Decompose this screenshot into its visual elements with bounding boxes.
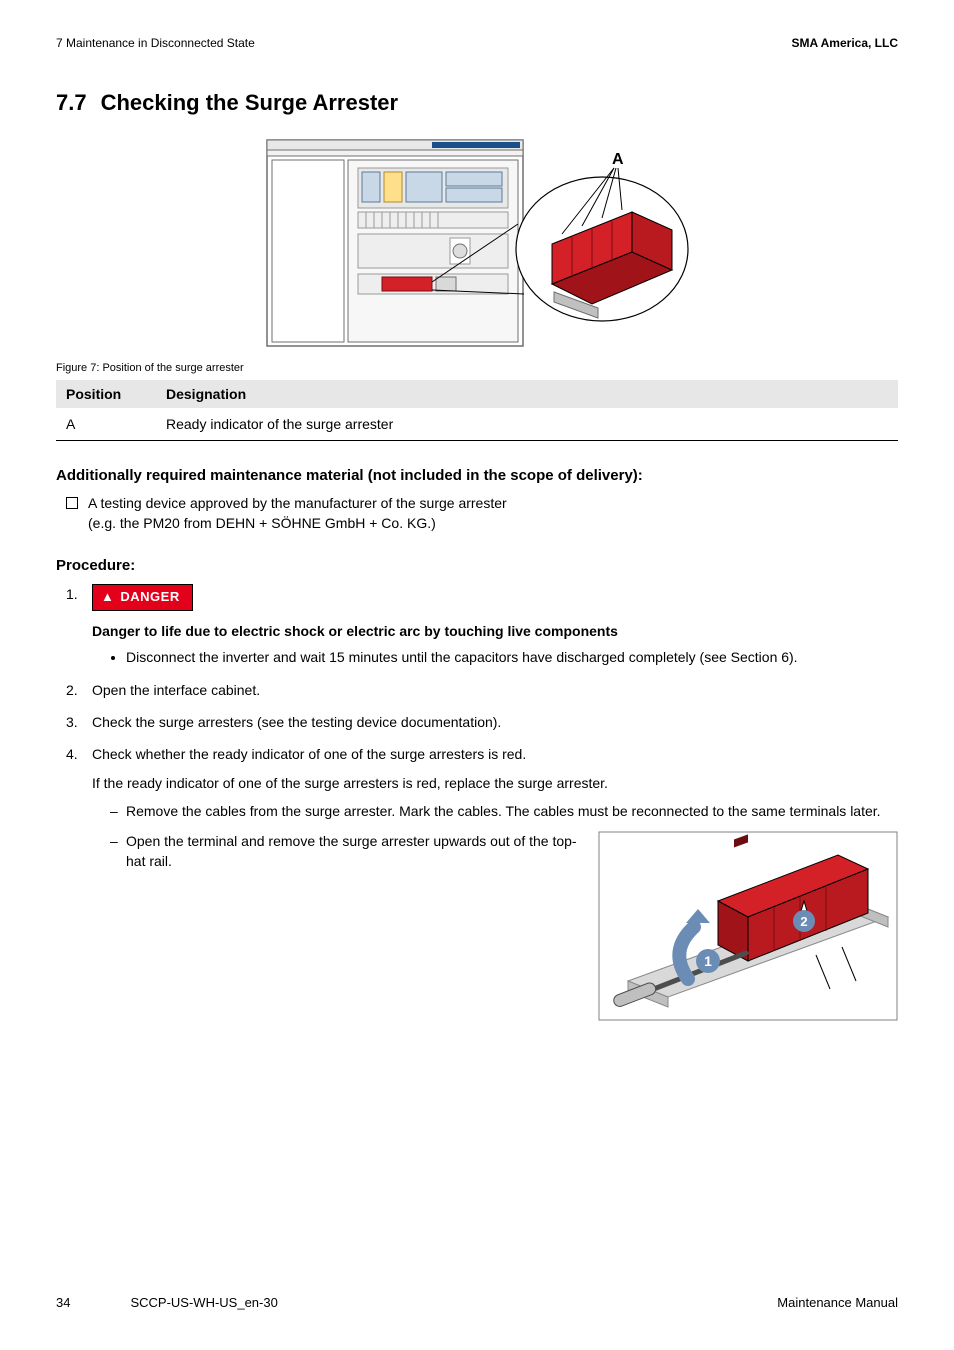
figure-1-caption: Figure 7: Position of the surge arrester — [56, 362, 898, 374]
procedure-step-1: ▲ DANGER Danger to life due to electric s… — [66, 584, 898, 667]
danger-bullet: Disconnect the inverter and wait 15 minu… — [126, 647, 898, 667]
section-title-text: Checking the Surge Arrester — [101, 90, 399, 115]
doc-code: SCCP-US-WH-US_en-30 — [130, 1295, 277, 1310]
table-cell-designation: Ready indicator of the surge arrester — [156, 408, 898, 441]
page-header: 7 Maintenance in Disconnected State SMA … — [56, 36, 898, 50]
procedure-step-4: Check whether the ready indicator of one… — [66, 744, 898, 1021]
section-heading: 7.7 Checking the Surge Arrester — [56, 90, 898, 116]
remove-arrester-diagram: 1 2 — [598, 831, 898, 1021]
material-heading: Additionally required maintenance materi… — [56, 467, 898, 484]
danger-label: DANGER — [120, 588, 179, 607]
procedure-step-3: Check the surge arresters (see the testi… — [66, 712, 898, 732]
table-row: A Ready indicator of the surge arrester — [56, 408, 898, 441]
page-number: 34 — [56, 1295, 70, 1310]
svg-text:2: 2 — [800, 914, 807, 929]
danger-badge: ▲ DANGER — [92, 584, 193, 611]
header-right: SMA America, LLC — [792, 36, 898, 50]
step4-dash-2-text: Open the terminal and remove the surge a… — [126, 831, 586, 872]
warning-triangle-icon: ▲ — [101, 588, 114, 607]
danger-title: Danger to life due to electric shock or … — [92, 621, 898, 641]
table-header-designation: Designation — [156, 380, 898, 408]
position-table: Position Designation A Ready indicator o… — [56, 380, 898, 441]
figure-1: A — [56, 134, 898, 354]
step4-dash-1: Remove the cables from the surge arreste… — [110, 801, 898, 821]
material-text: A testing device approved by the manufac… — [88, 494, 507, 533]
table-header-position: Position — [56, 380, 156, 408]
surge-arrester-position-diagram: A — [262, 134, 692, 354]
table-cell-position: A — [56, 408, 156, 441]
header-left: 7 Maintenance in Disconnected State — [56, 36, 255, 50]
step4-sub: If the ready indicator of one of the sur… — [92, 773, 898, 793]
svg-text:1: 1 — [704, 953, 712, 969]
step4-main: Check whether the ready indicator of one… — [92, 746, 526, 762]
checkbox-icon — [66, 497, 78, 509]
procedure-list: ▲ DANGER Danger to life due to electric s… — [66, 584, 898, 1021]
svg-text:A: A — [612, 151, 624, 168]
section-number: 7.7 — [56, 90, 87, 116]
procedure-heading: Procedure: — [56, 557, 898, 574]
step4-dash-2: Open the terminal and remove the surge a… — [110, 831, 898, 1021]
page-footer: 34 SCCP-US-WH-US_en-30 Maintenance Manua… — [56, 1295, 898, 1310]
procedure-step-2: Open the interface cabinet. — [66, 680, 898, 700]
material-item: A testing device approved by the manufac… — [66, 494, 898, 533]
footer-right: Maintenance Manual — [777, 1295, 898, 1310]
